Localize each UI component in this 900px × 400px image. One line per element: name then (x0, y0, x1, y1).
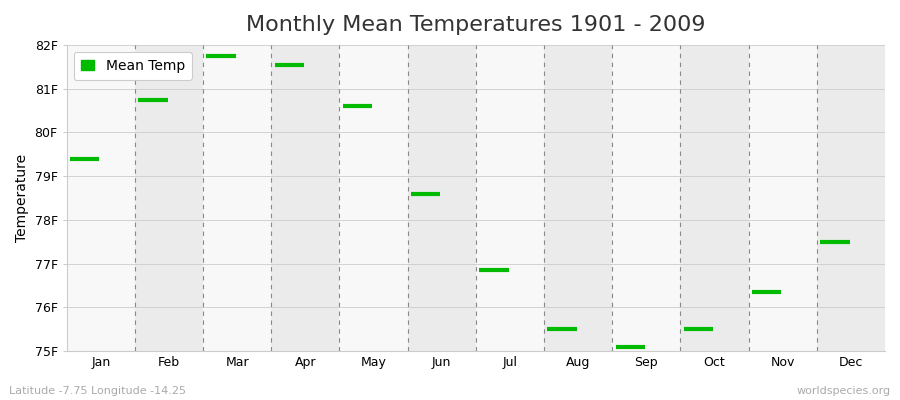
Bar (408, 45, 476, 351)
Bar (339, 45, 408, 351)
Bar (271, 45, 339, 351)
Bar (67, 45, 135, 351)
Bar (544, 45, 612, 351)
Bar (612, 45, 680, 351)
Bar (749, 45, 817, 351)
Title: Monthly Mean Temperatures 1901 - 2009: Monthly Mean Temperatures 1901 - 2009 (246, 15, 706, 35)
Y-axis label: Temperature: Temperature (15, 154, 29, 242)
Bar (680, 45, 749, 351)
Text: Latitude -7.75 Longitude -14.25: Latitude -7.75 Longitude -14.25 (9, 386, 186, 396)
Bar (203, 45, 271, 351)
Legend: Mean Temp: Mean Temp (74, 52, 192, 80)
Bar (476, 45, 544, 351)
Bar (817, 45, 885, 351)
Bar (135, 45, 203, 351)
Text: worldspecies.org: worldspecies.org (796, 386, 891, 396)
